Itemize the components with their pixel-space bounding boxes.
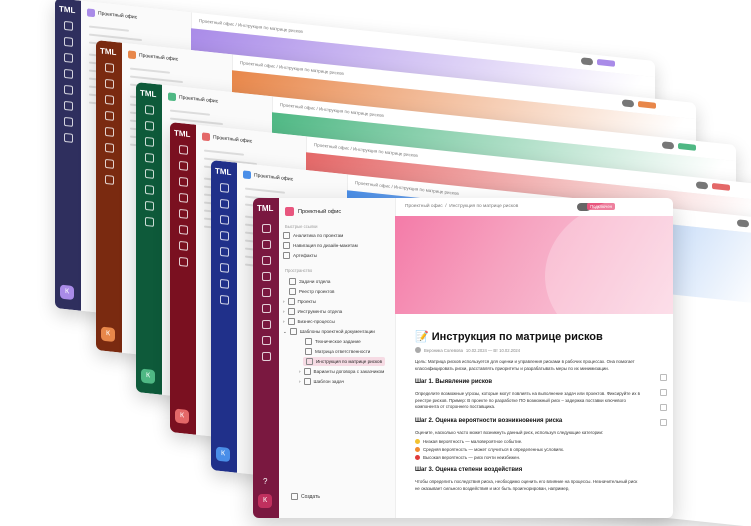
level-low: Низкая вероятность — маловероятное событ… — [415, 439, 643, 444]
calendar-icon[interactable] — [262, 288, 271, 297]
tasks-icon[interactable] — [262, 304, 271, 313]
intro-text: Цель: Матрица рисков используется для оц… — [415, 359, 635, 371]
info-icon[interactable] — [660, 404, 667, 411]
sidebar-item-tools[interactable]: › Инструменты отдела — [283, 308, 343, 315]
sidebar-item-analytics[interactable]: Аналитика по проектам — [283, 232, 343, 239]
workspace-switcher[interactable]: Проектный офис — [285, 207, 341, 216]
top-bar: Проектный офис / Инструкция по матрице р… — [395, 198, 673, 216]
docs-icon[interactable] — [262, 320, 271, 329]
step1-text: Определите возможные угрозы, которые мог… — [415, 391, 640, 409]
main-area: Проектный офис / Инструкция по матрице р… — [395, 198, 673, 518]
page-title: 📝 Инструкция по матрице рисков — [415, 331, 603, 343]
avatar: К — [101, 326, 115, 342]
avatar[interactable]: К — [258, 494, 272, 508]
step1-heading: Шаг 1. Выявление рисков — [415, 379, 493, 385]
app-logo: TML — [59, 4, 76, 16]
comments-icon[interactable] — [660, 374, 667, 381]
quick-links-label: Быстрые ссылки — [285, 224, 318, 229]
sidebar-item-task-template[interactable]: › Шаблон задач — [299, 378, 345, 385]
level-high: Высокая вероятность — риск почти неизбеж… — [415, 455, 643, 460]
sidebar-item-artifacts[interactable]: Артефакты — [283, 252, 317, 259]
app-logo: TML — [140, 88, 157, 100]
app-rail: TML К — [136, 82, 162, 395]
sidebar-item-templates[interactable]: ⌄ Шаблоны проектной документации — [283, 328, 375, 335]
add-icon[interactable] — [262, 352, 271, 361]
spaces-label: Пространство — [285, 268, 313, 273]
share-icon[interactable] — [660, 419, 667, 426]
author-line: Вероника Солевова 10.02.2024 — Вт 10.02.2… — [415, 347, 643, 353]
step3-text: Чтобы определить последствия риска, необ… — [415, 479, 638, 491]
step3-heading: Шаг 3. Оценка степени воздействия — [415, 467, 523, 473]
document: 📝 Инструкция по матрице рисков Вероника … — [415, 330, 643, 492]
app-rail: TML ? К — [253, 198, 279, 518]
avatar: К — [60, 284, 74, 300]
level-medium: Средняя вероятность — может случиться в … — [415, 447, 643, 452]
publish-badge[interactable]: Подключен — [587, 203, 615, 210]
sidebar-item-tasks[interactable]: Задачи отдела — [289, 278, 330, 285]
home-icon[interactable] — [262, 272, 271, 281]
sidebar-item-contracts[interactable]: › Варианты договора с заказчиком — [299, 368, 385, 375]
sidebar-item-design-nav[interactable]: Навигация по дизайн-макетам — [283, 242, 358, 249]
collaborators-avatars[interactable] — [577, 203, 591, 211]
sidebar-item-raci[interactable]: Матрица ответственности — [305, 348, 370, 355]
app-logo: TML — [215, 166, 232, 178]
breadcrumb[interactable]: Проектный офис / Инструкция по матрице р… — [405, 204, 519, 209]
app-rail: TML К — [170, 122, 196, 435]
sidebar-item-processes[interactable]: › Бизнес-процессы — [283, 318, 335, 325]
avatar: К — [216, 446, 230, 462]
page-tools — [660, 374, 667, 434]
favorites-icon[interactable] — [262, 256, 271, 265]
app-logo: TML — [100, 46, 117, 58]
notifications-icon[interactable] — [262, 240, 271, 249]
app-rail: TML К — [211, 160, 237, 473]
sidebar-item-tz[interactable]: Техническое задание — [305, 338, 361, 345]
step2-text: Оцените, насколько часто может возникнут… — [415, 429, 604, 435]
sidebar: Проектный офис Быстрые ссылки Аналитика … — [279, 198, 396, 518]
author-avatar — [415, 347, 421, 353]
step2-heading: Шаг 2. Оценка вероятности возникновения … — [415, 417, 563, 424]
app-rail: TML К — [96, 40, 122, 353]
sidebar-item-registry[interactable]: Реестр проектов — [289, 288, 334, 295]
create-button[interactable]: Создать — [291, 493, 320, 500]
avatar: К — [175, 408, 189, 424]
app-rail: TML К — [55, 0, 81, 311]
history-icon[interactable] — [660, 389, 667, 396]
help-icon[interactable]: ? — [263, 477, 268, 486]
avatar: К — [141, 368, 155, 384]
sidebar-item-risk-matrix[interactable]: Инструкция по матрице рисков — [303, 357, 386, 366]
page-cover — [395, 198, 673, 356]
app-logo: TML — [257, 204, 274, 213]
app-logo: TML — [174, 128, 191, 140]
sidebar-item-projects[interactable]: › Проекты — [283, 298, 316, 305]
front-window: TML ? К Проектный офис Быстрые ссылки Ан… — [253, 198, 673, 518]
folder-icon[interactable] — [262, 336, 271, 345]
search-icon[interactable] — [262, 224, 271, 233]
